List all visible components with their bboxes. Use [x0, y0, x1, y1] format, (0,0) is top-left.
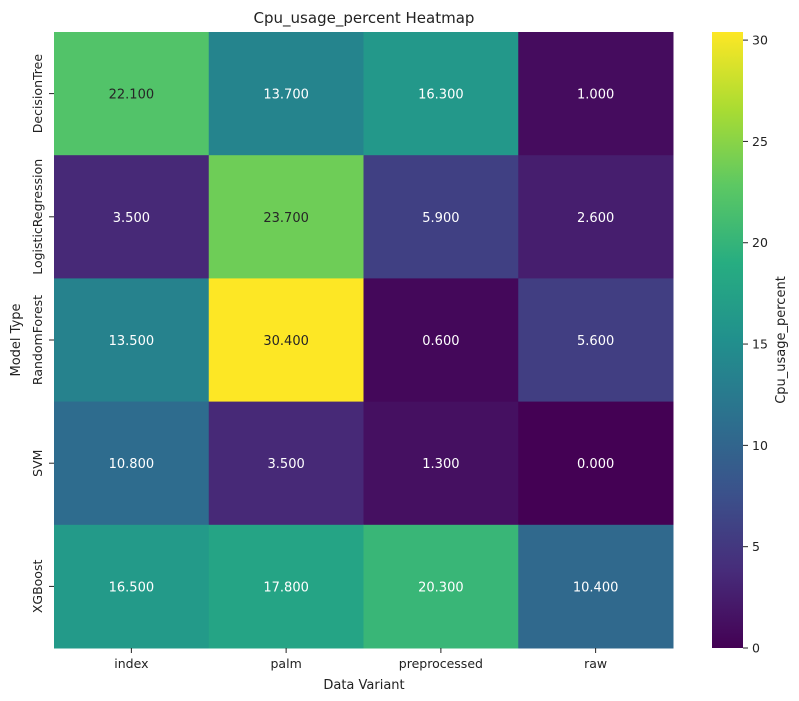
heatmap-cell — [208, 278, 364, 403]
heatmap-cell — [363, 401, 519, 526]
colorbar-label: Cpu_usage_percent — [774, 276, 789, 404]
colorbar: 0 5 10 15 20 25 30 Cpu_usage_percent — [712, 32, 789, 656]
cell-value-label: 16.500 — [109, 580, 155, 595]
cell-value-label: 1.000 — [577, 88, 614, 103]
y-tick-label: RandomForest — [30, 295, 45, 385]
y-tick-label: XGBoost — [30, 560, 45, 614]
cell-value-label: 30.400 — [263, 334, 309, 349]
heatmap-cells — [54, 32, 674, 649]
cell-value-label: 10.400 — [573, 580, 619, 595]
heatmap-cell — [54, 32, 210, 156]
colorbar-gradient — [712, 32, 743, 648]
cell-value-label: 1.300 — [422, 457, 459, 472]
cell-value-label: 22.100 — [109, 88, 155, 103]
colorbar-tick-label: 5 — [752, 539, 760, 554]
y-axis-ticks: DecisionTree LogisticRegression RandomFore… — [30, 54, 54, 614]
cell-value-label: 23.700 — [263, 211, 309, 226]
heatmap-cell — [208, 524, 364, 649]
x-tick-label: preprocessed — [399, 656, 483, 671]
chart-title: Cpu_usage_percent Heatmap — [254, 9, 475, 28]
heatmap-cell — [208, 401, 364, 526]
y-tick-label: SVM — [30, 450, 45, 477]
cell-value-label: 13.500 — [109, 334, 155, 349]
cell-value-label: 3.500 — [113, 211, 150, 226]
y-tick-label: DecisionTree — [30, 54, 45, 134]
colorbar-tick-label: 20 — [752, 235, 768, 250]
colorbar-ticks: 0 5 10 15 20 25 30 — [743, 33, 768, 656]
x-axis-ticks: index palm preprocessed raw — [114, 648, 607, 671]
heatmap-cell — [363, 32, 519, 156]
x-tick-label: raw — [584, 656, 607, 671]
cell-value-label: 3.500 — [268, 457, 305, 472]
heatmap-cell — [208, 32, 364, 156]
cell-value-label: 17.800 — [263, 580, 309, 595]
cell-value-label: 2.600 — [577, 211, 614, 226]
x-tick-label: index — [114, 656, 148, 671]
heatmap-cell — [54, 524, 210, 649]
heatmap-cell — [54, 155, 210, 279]
heatmap-cell — [518, 524, 674, 649]
cell-value-label: 0.600 — [422, 334, 459, 349]
heatmap-cell — [518, 278, 674, 403]
heatmap-cell-labels: 22.100 13.700 16.300 1.000 3.500 23.700 5.900 2… — [109, 88, 619, 596]
cell-value-label: 0.000 — [577, 457, 614, 472]
x-axis-title: Data Variant — [323, 678, 404, 693]
colorbar-tick-label: 15 — [752, 337, 768, 352]
cell-value-label: 5.900 — [422, 211, 459, 226]
heatmap-cell — [518, 32, 674, 156]
heatmap-cell — [518, 401, 674, 526]
heatmap-cell — [54, 401, 210, 526]
y-tick-label: LogisticRegression — [30, 159, 45, 275]
heatmap-cell — [363, 155, 519, 279]
colorbar-tick-label: 0 — [752, 641, 760, 656]
cell-value-label: 13.700 — [263, 88, 309, 103]
cell-value-label: 5.600 — [577, 334, 614, 349]
colorbar-tick-label: 30 — [752, 33, 768, 48]
cell-value-label: 16.300 — [418, 88, 464, 103]
x-tick-label: palm — [271, 656, 302, 671]
heatmap-cell — [518, 155, 674, 279]
heatmap-cell — [54, 278, 210, 403]
heatmap-cell — [363, 524, 519, 649]
heatmap-cell — [208, 155, 364, 279]
heatmap-cell — [363, 278, 519, 403]
colorbar-tick-label: 10 — [752, 438, 768, 453]
y-axis-title: Model Type — [9, 303, 24, 376]
cell-value-label: 10.800 — [109, 457, 155, 472]
colorbar-tick-label: 25 — [752, 134, 768, 149]
cell-value-label: 20.300 — [418, 580, 464, 595]
